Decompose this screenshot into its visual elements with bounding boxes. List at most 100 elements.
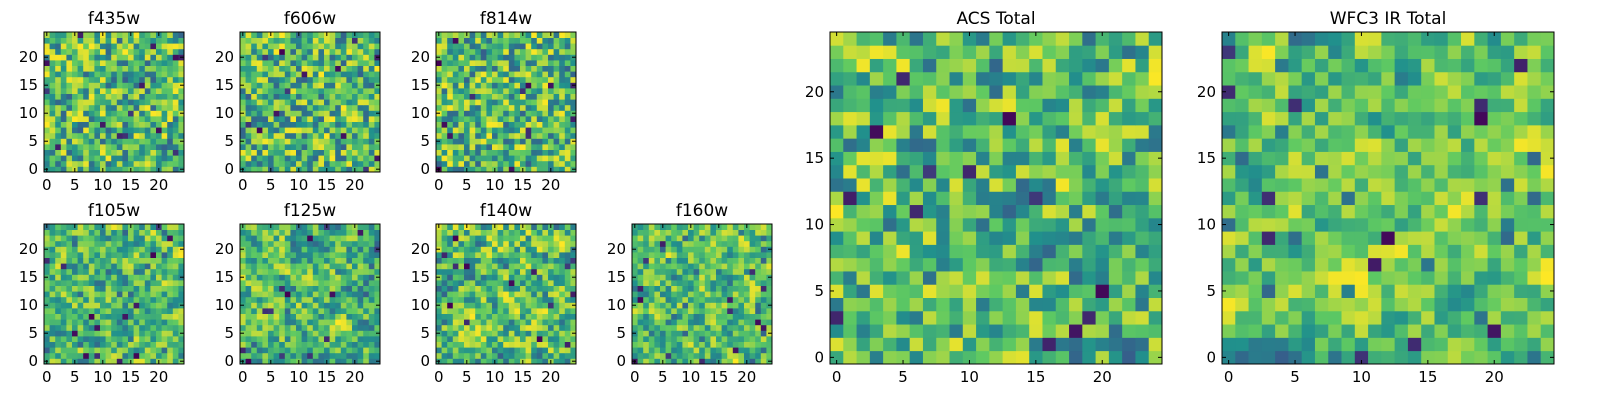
- heatmap-cell: [116, 285, 123, 292]
- heatmap-cell: [458, 274, 465, 281]
- heatmap-cell: [133, 65, 140, 72]
- heatmap-cell: [307, 132, 314, 139]
- heatmap-cell: [100, 48, 106, 55]
- heatmap-cell: [525, 358, 532, 365]
- heatmap-cell: [843, 178, 857, 192]
- heatmap-cell: [436, 71, 442, 78]
- heatmap-cell: [520, 291, 526, 298]
- heatmap-cell: [139, 60, 146, 66]
- heatmap-cell: [368, 149, 375, 156]
- heatmap-cell: [352, 257, 358, 264]
- heatmap-cell: [760, 324, 767, 331]
- heatmap-cell: [1015, 257, 1030, 272]
- heatmap-cell: [553, 324, 560, 331]
- heatmap-cell: [178, 252, 185, 258]
- heatmap-cell: [469, 76, 476, 83]
- y-tick-label: 15: [411, 76, 430, 94]
- heatmap-cell: [699, 285, 706, 292]
- heatmap-cell: [469, 149, 476, 156]
- heatmap-cell: [497, 116, 504, 122]
- heatmap-cell: [156, 252, 162, 258]
- heatmap-cell: [475, 235, 482, 242]
- heatmap-cell: [363, 229, 370, 236]
- heatmap-cell: [251, 149, 258, 156]
- heatmap-cell: [452, 121, 459, 128]
- heatmap-cell: [60, 65, 67, 72]
- heatmap-cell: [732, 235, 739, 242]
- heatmap-cell: [172, 54, 179, 61]
- heatmap-cell: [329, 121, 336, 128]
- heatmap-cell: [100, 229, 106, 236]
- heatmap-cell: [531, 110, 538, 117]
- heatmap-cell: [1122, 310, 1136, 325]
- heatmap-cell: [122, 224, 129, 230]
- heatmap-cell: [352, 229, 358, 236]
- heatmap-cell: [100, 302, 106, 309]
- heatmap-cell: [44, 65, 50, 72]
- heatmap-cell: [869, 257, 884, 272]
- heatmap-cell: [60, 71, 67, 78]
- heatmap-cell: [172, 93, 179, 100]
- heatmap-cell: [55, 65, 62, 72]
- heatmap-cell: [744, 246, 750, 253]
- heatmap-cell: [150, 127, 157, 134]
- heatmap-cell: [936, 231, 950, 245]
- heatmap-cell: [738, 358, 745, 365]
- heatmap-cell: [352, 138, 358, 145]
- heatmap-cell: [570, 336, 577, 342]
- heatmap-cell: [480, 229, 487, 236]
- heatmap-cell: [637, 252, 644, 258]
- heatmap-cell: [139, 32, 146, 38]
- heatmap-cell: [710, 358, 717, 365]
- heatmap-cell: [307, 274, 314, 281]
- heatmap-cell: [133, 302, 140, 309]
- heatmap-cell: [760, 240, 767, 247]
- heatmap-cell: [251, 319, 258, 326]
- heatmap-cell: [128, 149, 134, 156]
- heatmap-cell: [976, 271, 990, 285]
- heatmap-cell: [363, 76, 370, 83]
- y-tick-label: 10: [411, 296, 430, 314]
- heatmap-cell: [1002, 191, 1017, 206]
- heatmap-cell: [727, 330, 734, 337]
- heatmap-cell: [744, 280, 750, 286]
- heatmap-cell: [66, 336, 73, 342]
- heatmap-cell: [156, 229, 162, 236]
- x-tick-label: 5: [462, 176, 472, 194]
- heatmap-cell: [548, 104, 554, 111]
- heatmap-cell: [548, 352, 554, 359]
- heatmap-cell: [520, 336, 526, 342]
- heatmap-cell: [312, 324, 319, 331]
- heatmap-cell: [172, 166, 179, 173]
- heatmap-cell: [88, 54, 95, 61]
- heatmap-cell: [564, 82, 571, 89]
- heatmap-cell: [458, 116, 465, 122]
- heatmap-cell: [66, 240, 73, 247]
- heatmap-cell: [531, 296, 538, 303]
- heatmap-cell: [441, 93, 448, 100]
- heatmap-cell: [144, 54, 151, 61]
- heatmap-cell: [55, 82, 62, 89]
- heatmap-cell: [256, 60, 263, 66]
- heatmap-cell: [245, 336, 252, 342]
- y-tick-label: 5: [28, 324, 38, 342]
- heatmap-cell: [133, 330, 140, 337]
- heatmap-cell: [139, 341, 146, 348]
- heatmap-cell: [133, 246, 140, 253]
- heatmap-cell: [542, 285, 549, 292]
- heatmap-cell: [643, 330, 650, 337]
- heatmap-cell: [161, 268, 168, 275]
- heatmap-cell: [268, 347, 274, 354]
- heatmap-cell: [436, 285, 442, 292]
- heatmap-cell: [116, 127, 123, 134]
- heatmap-cell: [520, 43, 526, 50]
- heatmap-cell: [88, 308, 95, 314]
- heatmap-cell: [1069, 217, 1083, 232]
- heatmap-cell: [760, 274, 767, 281]
- heatmap-cell: [480, 352, 487, 359]
- heatmap-cell: [536, 263, 543, 270]
- heatmap-cell: [100, 127, 106, 134]
- heatmap-cell: [856, 151, 871, 166]
- heatmap-cell: [245, 330, 252, 337]
